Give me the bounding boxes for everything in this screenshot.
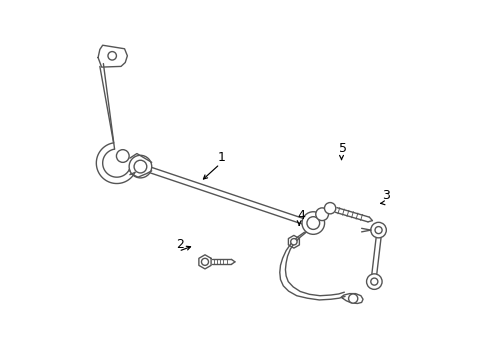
Circle shape xyxy=(302,212,324,234)
Circle shape xyxy=(108,51,116,60)
Circle shape xyxy=(366,274,381,289)
Circle shape xyxy=(324,203,335,214)
Circle shape xyxy=(370,222,386,238)
Circle shape xyxy=(348,294,357,303)
Circle shape xyxy=(370,278,377,285)
Circle shape xyxy=(201,258,208,265)
Circle shape xyxy=(290,239,296,245)
Circle shape xyxy=(306,217,319,229)
Text: 5: 5 xyxy=(339,143,346,156)
Circle shape xyxy=(374,226,381,234)
Circle shape xyxy=(129,155,151,178)
Circle shape xyxy=(315,208,328,221)
Text: 4: 4 xyxy=(296,209,304,222)
Text: 3: 3 xyxy=(381,189,389,202)
Circle shape xyxy=(134,160,146,173)
Text: 1: 1 xyxy=(217,150,225,163)
Text: 2: 2 xyxy=(176,238,184,251)
Circle shape xyxy=(116,150,129,162)
